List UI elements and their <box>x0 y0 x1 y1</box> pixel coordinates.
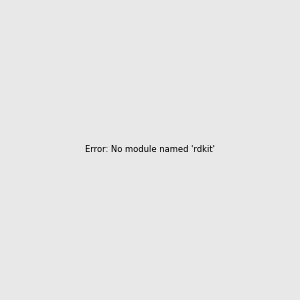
Text: Error: No module named 'rdkit': Error: No module named 'rdkit' <box>85 146 215 154</box>
